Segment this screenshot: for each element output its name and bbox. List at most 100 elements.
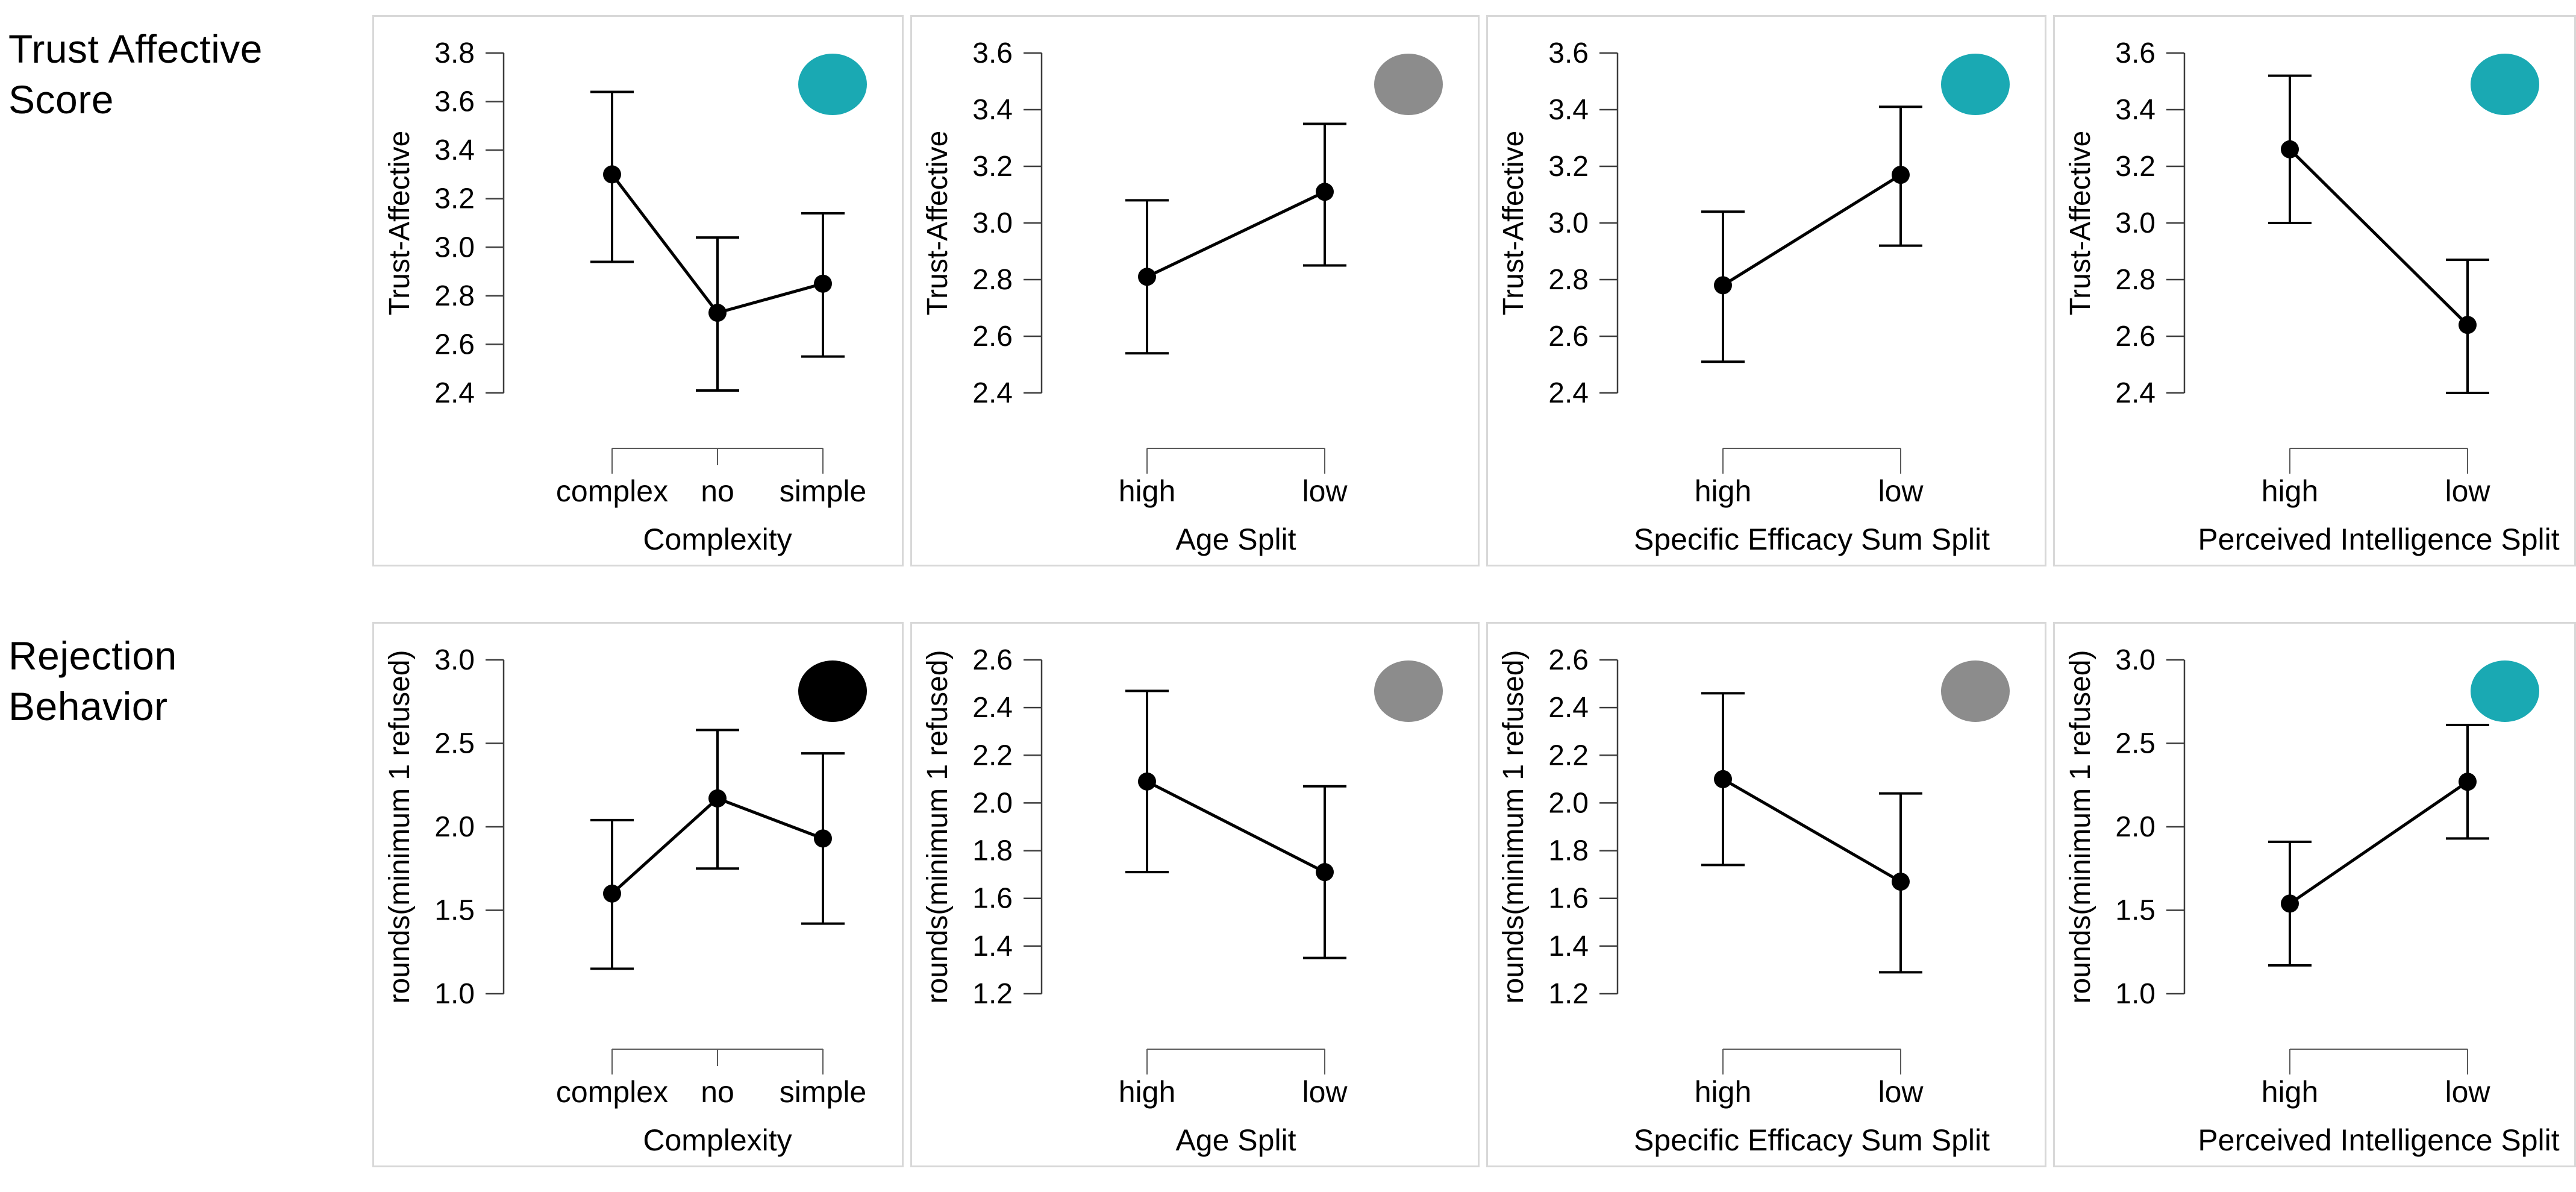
plot-rejection-complexity: 1.0 1.5 2.0 2.5 3.0 rounds(minimum 1 refused)… bbox=[384, 644, 867, 1157]
y-tick-label: 3.0 bbox=[2115, 644, 2156, 676]
panel-trust-complexity: 2.4 2.6 2.8 3.0 3.2 3.4 3.6 3.8 Trust-Affective c… bbox=[372, 15, 904, 566]
y-tick-label: 3.4 bbox=[2115, 94, 2156, 126]
mean-point bbox=[708, 789, 727, 808]
condition-badge-teal bbox=[2471, 54, 2539, 115]
y-tick-label: 2.6 bbox=[1548, 321, 1589, 353]
mean-point bbox=[1138, 772, 1156, 791]
mean-line bbox=[2289, 148, 2469, 326]
mean-point bbox=[1714, 770, 1732, 788]
x-axis-title: Age Split bbox=[1175, 1123, 1296, 1157]
x-axis-title: Complexity bbox=[643, 522, 792, 556]
mean-line bbox=[1722, 173, 1902, 287]
y-axis-title: rounds(minimum 1 refused) bbox=[922, 650, 954, 1004]
plot-rejection-perceived-intelligence: 1.0 1.5 2.0 2.5 3.0 rounds(minimum 1 refused)… bbox=[2065, 644, 2560, 1157]
x-category-label: high bbox=[1119, 1075, 1176, 1109]
mean-point bbox=[1892, 166, 1910, 184]
x-category-label: no bbox=[701, 1075, 734, 1109]
mean-line bbox=[1146, 190, 1326, 278]
y-tick-label: 3.6 bbox=[434, 86, 475, 118]
y-tick-label: 3.4 bbox=[972, 94, 1013, 126]
x-axis-title: Age Split bbox=[1175, 522, 1296, 556]
x-category-label: high bbox=[1695, 474, 1752, 508]
x-category-label: simple bbox=[780, 474, 866, 508]
y-tick-label: 2.6 bbox=[972, 321, 1013, 353]
y-tick-label: 1.2 bbox=[1548, 978, 1589, 1010]
row-label-trust-affective-score: Trust Affective Score bbox=[8, 27, 263, 122]
plot-rejection-specific-efficacy: 1.2 1.4 1.6 1.8 2.0 2.2 2.4 2.6 rounds(minimum 1… bbox=[1498, 644, 2010, 1157]
mean-point bbox=[814, 829, 832, 848]
mean-point bbox=[2281, 140, 2299, 158]
panel-trust-specific-efficacy: 2.4 2.6 2.8 3.0 3.2 3.4 3.6 Trust-Affective high… bbox=[1486, 15, 2046, 566]
y-tick-label: 2.6 bbox=[434, 328, 475, 360]
mean-line bbox=[1722, 777, 1902, 883]
x-category-label: high bbox=[1695, 1075, 1752, 1109]
mean-line bbox=[1146, 780, 1326, 874]
y-tick-label: 1.6 bbox=[972, 883, 1013, 915]
y-tick-label: 3.2 bbox=[434, 183, 475, 215]
y-tick-label: 2.0 bbox=[972, 787, 1013, 819]
y-tick-label: 2.8 bbox=[2115, 264, 2156, 296]
y-tick-label: 1.2 bbox=[972, 978, 1013, 1010]
y-tick-label: 3.0 bbox=[1548, 207, 1589, 239]
y-tick-label: 2.8 bbox=[972, 264, 1013, 296]
x-category-label: complex bbox=[556, 474, 668, 508]
y-tick-label: 1.5 bbox=[434, 895, 475, 927]
condition-badge-teal bbox=[798, 54, 867, 115]
x-category-label: low bbox=[2445, 1075, 2490, 1109]
mean-point bbox=[603, 884, 621, 903]
y-axis-title: Trust-Affective bbox=[2065, 131, 2096, 316]
x-category-label: low bbox=[1878, 474, 1924, 508]
x-axis-title: Perceived Intelligence Split bbox=[2198, 1123, 2559, 1157]
y-tick-label: 2.5 bbox=[434, 728, 475, 760]
y-tick-label: 3.2 bbox=[1548, 151, 1589, 183]
mean-point bbox=[708, 304, 727, 322]
y-axis-title: rounds(minimum 1 refused) bbox=[384, 650, 416, 1004]
panel-rejection-age-split: 1.2 1.4 1.6 1.8 2.0 2.2 2.4 2.6 rounds(minimum 1… bbox=[910, 622, 1480, 1167]
mean-point bbox=[2281, 894, 2299, 913]
interaction-plot-grid: Trust Affective Score 2.4 2.6 2.8 3.0 3.2 3.4… bbox=[8, 15, 2576, 1167]
y-tick-label: 3.0 bbox=[972, 207, 1013, 239]
mean-line bbox=[2289, 780, 2469, 905]
condition-badge-gray bbox=[1374, 660, 1443, 722]
y-tick-label: 2.8 bbox=[434, 280, 475, 312]
mean-point bbox=[814, 274, 832, 293]
x-axis-title: Perceived Intelligence Split bbox=[2198, 522, 2559, 556]
y-tick-label: 2.4 bbox=[2115, 377, 2156, 409]
plot-trust-perceived-intelligence: 2.4 2.6 2.8 3.0 3.2 3.4 3.6 Trust-Affective high… bbox=[2065, 37, 2560, 556]
y-tick-label: 2.4 bbox=[972, 377, 1013, 409]
y-tick-label: 3.4 bbox=[1548, 94, 1589, 126]
x-category-label: low bbox=[1878, 1075, 1924, 1109]
y-axis-title: rounds(minimum 1 refused) bbox=[1498, 650, 1530, 1004]
y-tick-label: 3.6 bbox=[2115, 37, 2156, 69]
mean-point bbox=[603, 165, 621, 184]
panel-trust-age-split: 2.4 2.6 2.8 3.0 3.2 3.4 3.6 Trust-Affective high… bbox=[910, 15, 1480, 566]
y-tick-label: 3.6 bbox=[1548, 37, 1589, 69]
y-tick-label: 2.4 bbox=[972, 692, 1013, 724]
x-axis-title: Specific Efficacy Sum Split bbox=[1634, 522, 1990, 556]
mean-point bbox=[1316, 863, 1334, 882]
y-axis-title: Trust-Affective bbox=[1498, 131, 1530, 316]
panel-rejection-perceived-intelligence: 1.0 1.5 2.0 2.5 3.0 rounds(minimum 1 refused)… bbox=[2053, 622, 2576, 1167]
y-tick-label: 2.4 bbox=[1548, 692, 1589, 724]
x-category-label: no bbox=[701, 474, 734, 508]
y-axis-title: rounds(minimum 1 refused) bbox=[2065, 650, 2096, 1004]
x-category-label: low bbox=[1302, 474, 1348, 508]
condition-badge-black bbox=[798, 660, 867, 722]
condition-badge-teal bbox=[2471, 660, 2539, 722]
y-tick-label: 3.0 bbox=[434, 644, 475, 676]
x-category-label: high bbox=[2262, 474, 2319, 508]
y-tick-label: 1.0 bbox=[434, 978, 475, 1010]
y-tick-label: 2.8 bbox=[1548, 264, 1589, 296]
row-label-rejection-behavior: Rejection Behavior bbox=[8, 633, 177, 729]
plot-trust-complexity: 2.4 2.6 2.8 3.0 3.2 3.4 3.6 3.8 Trust-Affective c… bbox=[384, 37, 867, 556]
y-tick-label: 2.6 bbox=[1548, 644, 1589, 676]
y-tick-label: 1.4 bbox=[972, 930, 1013, 962]
y-axis-title: Trust-Affective bbox=[384, 131, 416, 316]
y-tick-label: 2.2 bbox=[972, 739, 1013, 771]
y-axis-title: Trust-Affective bbox=[922, 131, 954, 316]
x-category-label: low bbox=[2445, 474, 2490, 508]
condition-badge-teal bbox=[1941, 54, 2010, 115]
y-tick-label: 2.4 bbox=[434, 377, 475, 409]
y-tick-label: 3.4 bbox=[434, 134, 475, 166]
plot-rejection-age-split: 1.2 1.4 1.6 1.8 2.0 2.2 2.4 2.6 rounds(minimum 1… bbox=[922, 644, 1443, 1157]
